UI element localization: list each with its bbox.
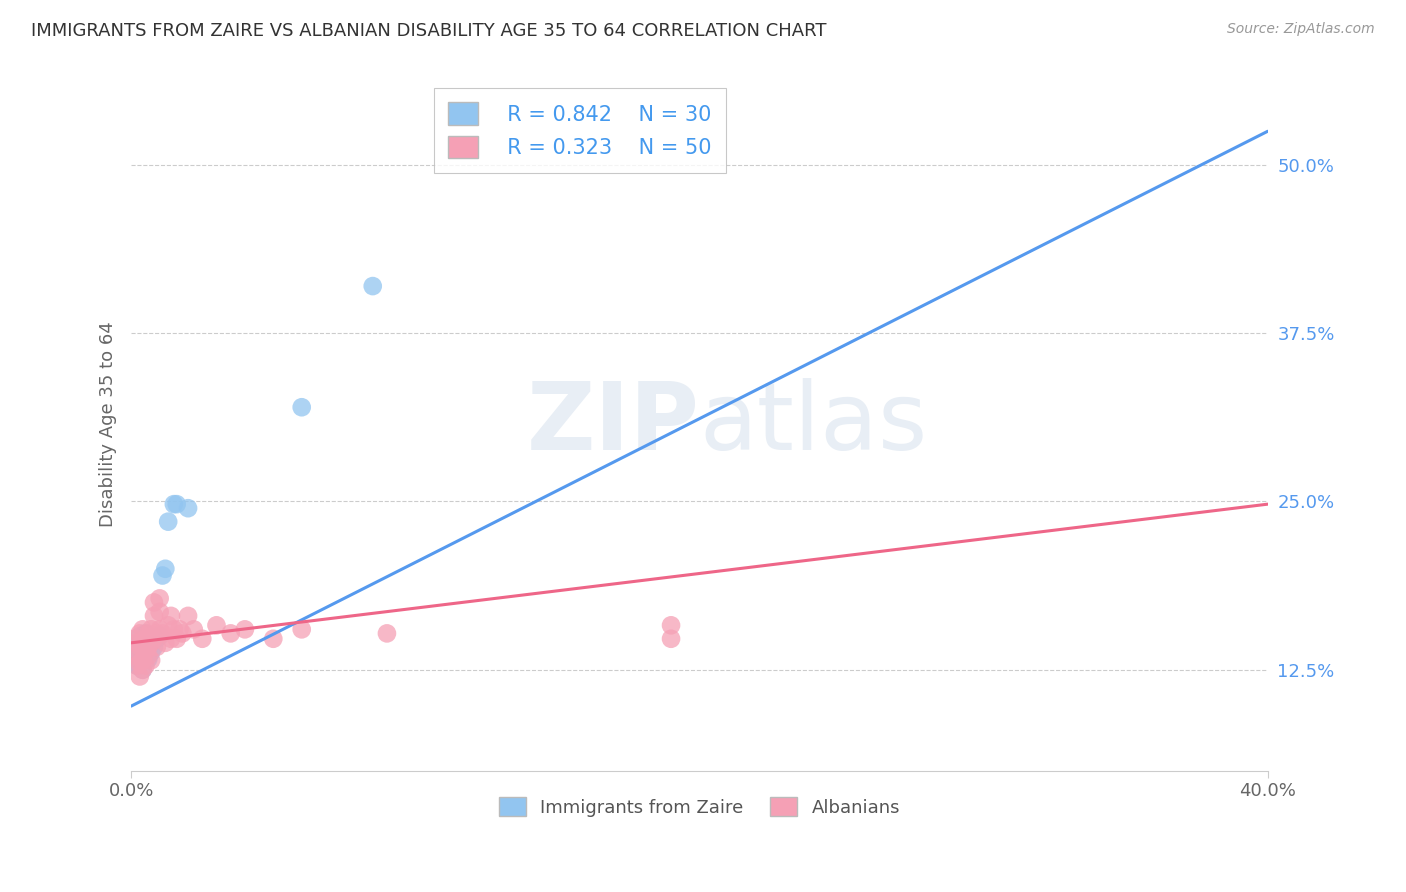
Point [177, 501, 200, 516]
Point [160, 608, 183, 623]
Point [659, 618, 682, 632]
Point [659, 632, 682, 646]
Point [134, 645, 156, 659]
Legend: Immigrants from Zaire, Albanians: Immigrants from Zaire, Albanians [491, 790, 908, 824]
Point [143, 632, 166, 646]
Point [139, 636, 162, 650]
Point [177, 608, 200, 623]
Point [233, 623, 256, 637]
Point [149, 591, 172, 606]
Point [122, 632, 145, 646]
Point [219, 626, 242, 640]
Point [262, 632, 284, 646]
Point [157, 618, 180, 632]
Point [136, 642, 159, 657]
Point [163, 497, 186, 511]
Point [134, 645, 156, 659]
Point [125, 658, 148, 673]
Point [136, 649, 159, 664]
Point [125, 649, 148, 664]
Point [128, 636, 150, 650]
Point [125, 658, 148, 673]
Point [361, 279, 384, 293]
Point [125, 649, 148, 664]
Point [131, 642, 153, 657]
Text: IMMIGRANTS FROM ZAIRE VS ALBANIAN DISABILITY AGE 35 TO 64 CORRELATION CHART: IMMIGRANTS FROM ZAIRE VS ALBANIAN DISABI… [31, 22, 827, 40]
Point [128, 645, 150, 659]
Point [134, 658, 156, 673]
Point [134, 632, 156, 646]
Point [136, 640, 159, 654]
Point [131, 649, 153, 664]
Point [155, 562, 177, 576]
Point [139, 653, 162, 667]
Point [149, 605, 172, 619]
Point [128, 656, 150, 670]
Point [136, 652, 159, 666]
Text: ZIP: ZIP [527, 378, 699, 470]
Point [172, 626, 194, 640]
Point [152, 626, 174, 640]
Point [131, 636, 153, 650]
Point [160, 632, 183, 646]
Point [149, 623, 172, 637]
Point [139, 636, 162, 650]
Point [136, 626, 159, 640]
Point [128, 640, 150, 654]
Point [143, 608, 166, 623]
Point [191, 632, 214, 646]
Point [149, 629, 172, 643]
Point [166, 497, 188, 511]
Point [125, 636, 148, 650]
Point [122, 656, 145, 670]
Point [139, 645, 162, 659]
Point [152, 568, 174, 582]
Point [157, 515, 180, 529]
Point [291, 623, 314, 637]
Point [131, 632, 153, 646]
Point [134, 626, 156, 640]
Point [128, 653, 150, 667]
Point [128, 626, 150, 640]
Y-axis label: Disability Age 35 to 64: Disability Age 35 to 64 [100, 321, 117, 527]
Point [166, 632, 188, 646]
Text: atlas: atlas [699, 378, 928, 470]
Point [143, 640, 166, 654]
Point [122, 645, 145, 659]
Point [131, 663, 153, 677]
Point [131, 663, 153, 677]
Point [146, 640, 169, 654]
Point [131, 653, 153, 667]
Point [155, 636, 177, 650]
Point [163, 623, 186, 637]
Point [205, 618, 228, 632]
Point [375, 626, 398, 640]
Point [128, 629, 150, 643]
Point [146, 626, 169, 640]
Point [291, 401, 314, 415]
Point [134, 639, 156, 653]
Point [131, 623, 153, 637]
Point [139, 623, 162, 637]
Text: Source: ZipAtlas.com: Source: ZipAtlas.com [1227, 22, 1375, 37]
Point [169, 623, 191, 637]
Point [146, 632, 169, 646]
Point [143, 595, 166, 609]
Point [125, 640, 148, 654]
Point [183, 623, 205, 637]
Point [128, 669, 150, 683]
